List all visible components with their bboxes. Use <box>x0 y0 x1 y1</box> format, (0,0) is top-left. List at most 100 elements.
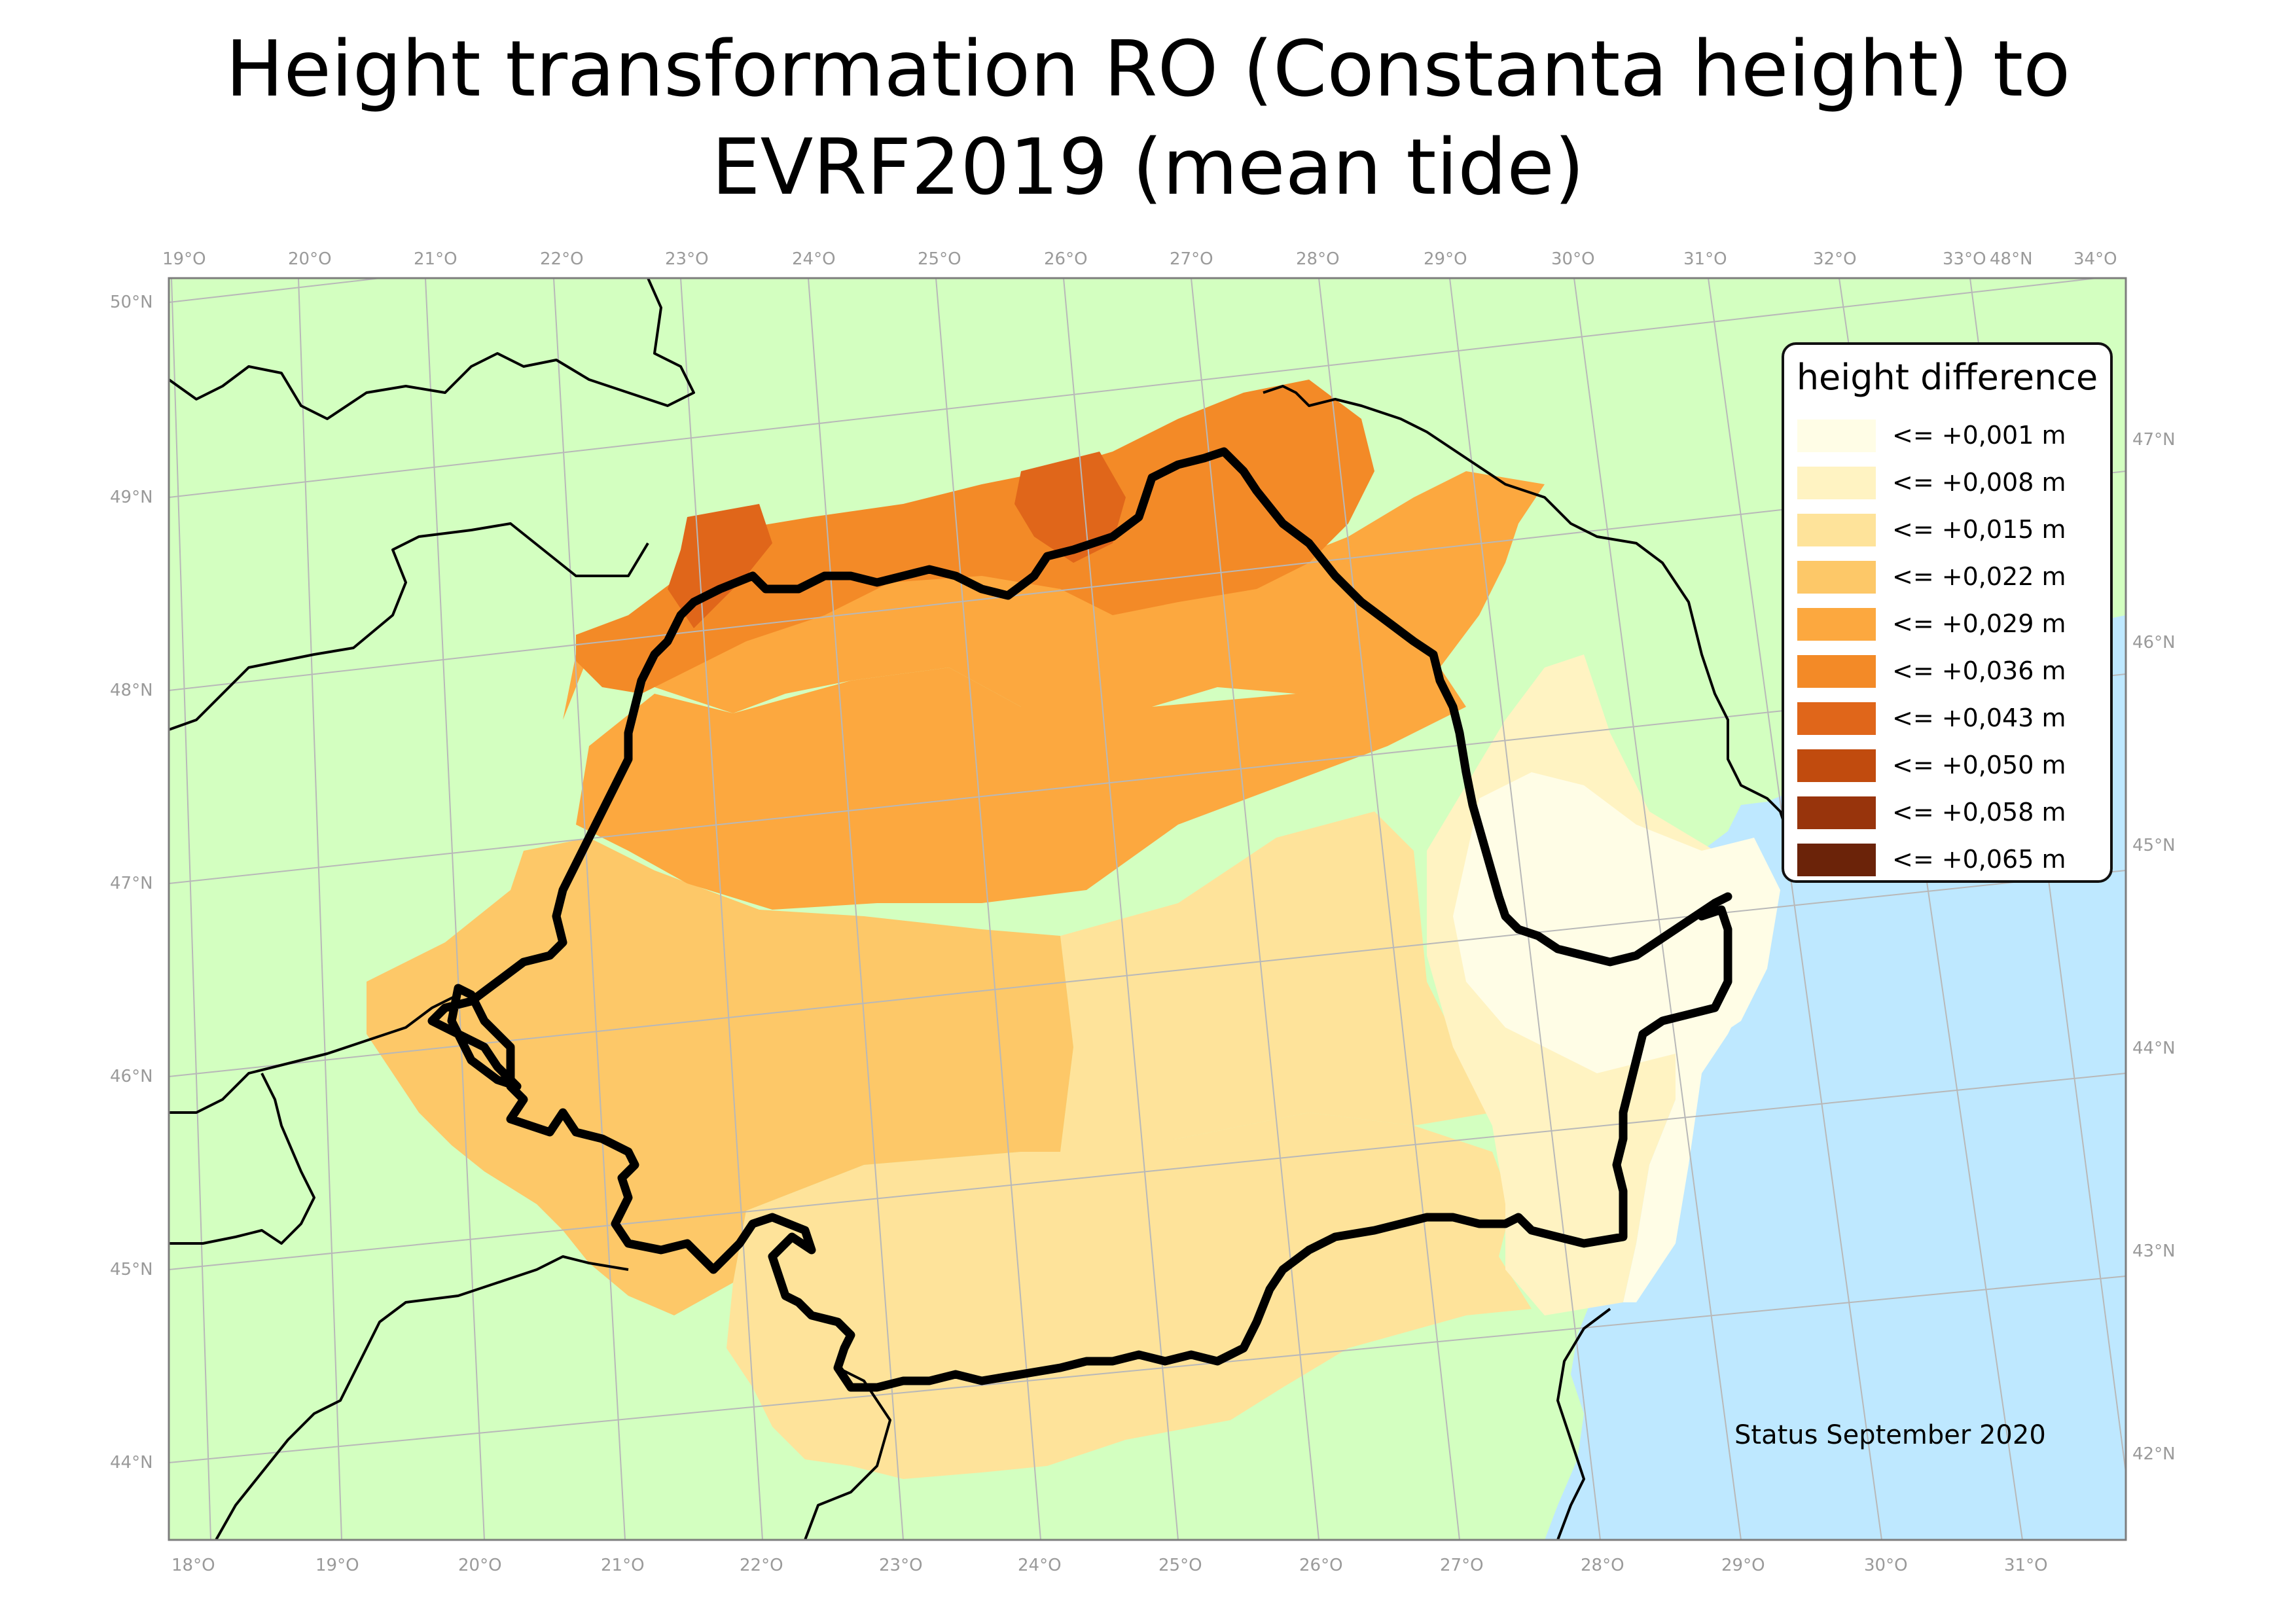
legend-label: <= +0,036 m <box>1892 656 2066 685</box>
border-line <box>169 993 459 1114</box>
legend-label: <= +0,065 m <box>1892 845 2066 874</box>
tick-label: 34°O <box>2073 249 2117 269</box>
tick-label: 44°N <box>2132 1039 2176 1058</box>
left-tick-labels: 50°N 49°N 48°N 47°N 46°N 45°N 44°N <box>110 293 153 1472</box>
legend-swatch <box>1797 844 1876 876</box>
legend-item: <= +0,065 m <box>1797 841 2098 880</box>
parallel-line <box>169 870 2126 1077</box>
meridian-line <box>935 278 1041 1540</box>
legend-swatch <box>1797 796 1876 829</box>
meridian-line <box>808 278 904 1540</box>
legend-swatch <box>1797 467 1876 499</box>
tick-label: 23°O <box>879 1556 923 1575</box>
legend-item: <= +0,008 m <box>1797 464 2098 503</box>
parallel-line <box>169 1275 2126 1463</box>
tick-label: 24°O <box>1018 1556 1062 1575</box>
legend-item: <= +0,001 m <box>1797 417 2098 456</box>
legend-swatch <box>1797 749 1876 782</box>
legend: height difference <= +0,001 m <= +0,008 … <box>1782 342 2113 883</box>
tick-label: 25°O <box>918 249 961 269</box>
meridian-line <box>1449 278 1601 1540</box>
tick-label: 22°O <box>740 1556 783 1575</box>
tick-label: 49°N <box>110 488 153 507</box>
legend-swatch <box>1797 561 1876 594</box>
legend-item: <= +0,029 m <box>1797 605 2098 645</box>
map-title: Height transformation RO (Constanta heig… <box>0 20 2296 216</box>
tick-label: 46°N <box>110 1067 153 1086</box>
zone-0-029-belt <box>576 668 1466 910</box>
border-line <box>169 1073 315 1245</box>
legend-swatch <box>1797 655 1876 688</box>
legend-label: <= +0,015 m <box>1892 515 2066 544</box>
tick-label: 48°N <box>1990 249 2033 269</box>
tick-label: 29°O <box>1721 1556 1765 1575</box>
legend-swatch <box>1797 702 1876 735</box>
map-title-line-1: Height transformation RO (Constanta heig… <box>225 24 2071 114</box>
romania-border <box>427 447 1732 1392</box>
tick-label: 24°O <box>792 249 836 269</box>
tick-label: 45°N <box>110 1260 153 1279</box>
tick-label: 50°N <box>110 293 153 312</box>
parallel-line <box>169 278 2103 498</box>
tick-label: 45°N <box>2132 836 2176 855</box>
legend-label: <= +0,001 m <box>1892 421 2066 450</box>
zone-0-036 <box>576 380 1374 694</box>
tick-label: 33°O <box>1943 249 1986 269</box>
tick-label: 30°O <box>1864 1556 1908 1575</box>
legend-item: <= +0,036 m <box>1797 652 2098 692</box>
border-line <box>169 522 649 731</box>
meridian-line <box>1708 278 1882 1540</box>
legend-label: <= +0,043 m <box>1892 704 2066 732</box>
tick-label: 31°O <box>2004 1556 2048 1575</box>
zone-0-043-east <box>1014 452 1126 563</box>
border-line <box>215 1255 629 1540</box>
meridian-line <box>298 278 342 1540</box>
meridian-line <box>1318 278 1460 1540</box>
tick-label: 30°O <box>1551 249 1595 269</box>
tick-label: 32°O <box>1813 249 1857 269</box>
legend-item: <= +0,058 m <box>1797 794 2098 833</box>
tick-label: 21°O <box>414 249 457 269</box>
top-tick-labels: 19°O 20°O 21°O 22°O 23°O 24°O 25°O 26°O … <box>162 249 2117 269</box>
tick-label: 22°O <box>540 249 584 269</box>
map-frame-content: Status September 2020 <box>169 278 2126 1540</box>
tick-label: 26°O <box>1299 1556 1343 1575</box>
tick-label: 28°O <box>1581 1556 1624 1575</box>
legend-item: <= +0,043 m <box>1797 700 2098 739</box>
right-tick-labels: 47°N 46°N 45°N 44°N 43°N 42°N <box>2132 430 2176 1464</box>
tick-label: 27°O <box>1440 1556 1484 1575</box>
meridian-line <box>680 278 763 1540</box>
tick-label: 19°O <box>315 1556 359 1575</box>
legend-label: <= +0,058 m <box>1892 798 2066 827</box>
tick-label: 29°O <box>1424 249 1467 269</box>
zone-0-043 <box>668 504 772 628</box>
tick-label: 18°O <box>171 1556 215 1575</box>
tick-label: 47°N <box>2132 430 2176 450</box>
border-line <box>1556 1308 1611 1540</box>
meridian-line <box>553 278 626 1540</box>
tick-label: 48°N <box>110 681 153 700</box>
legend-swatch <box>1797 608 1876 641</box>
legend-swatch <box>1797 419 1876 452</box>
border-line <box>169 278 695 420</box>
bottom-tick-labels: 18°O 19°O 20°O 21°O 22°O 23°O 24°O 25°O … <box>171 1556 2048 1575</box>
tick-label: 20°O <box>458 1556 502 1575</box>
tick-label: 42°N <box>2132 1444 2176 1464</box>
legend-label: <= +0,008 m <box>1892 468 2066 497</box>
parallel-line <box>169 1073 2126 1270</box>
tick-label: 26°O <box>1044 249 1088 269</box>
legend-title: height difference <box>1796 357 2098 398</box>
tick-label: 44°N <box>110 1453 153 1472</box>
legend-label: <= +0,050 m <box>1892 751 2066 779</box>
tick-label: 20°O <box>288 249 332 269</box>
tick-label: 47°N <box>110 874 153 893</box>
border-line <box>804 1366 891 1540</box>
legend-item: <= +0,015 m <box>1797 511 2098 550</box>
legend-item: <= +0,022 m <box>1797 558 2098 597</box>
meridian-line <box>1573 278 1742 1540</box>
tick-label: 27°O <box>1170 249 1213 269</box>
zone-0-001-east <box>1545 844 1767 1302</box>
meridian-line <box>425 278 485 1540</box>
legend-item: <= +0,050 m <box>1797 747 2098 786</box>
tick-label: 28°O <box>1296 249 1340 269</box>
